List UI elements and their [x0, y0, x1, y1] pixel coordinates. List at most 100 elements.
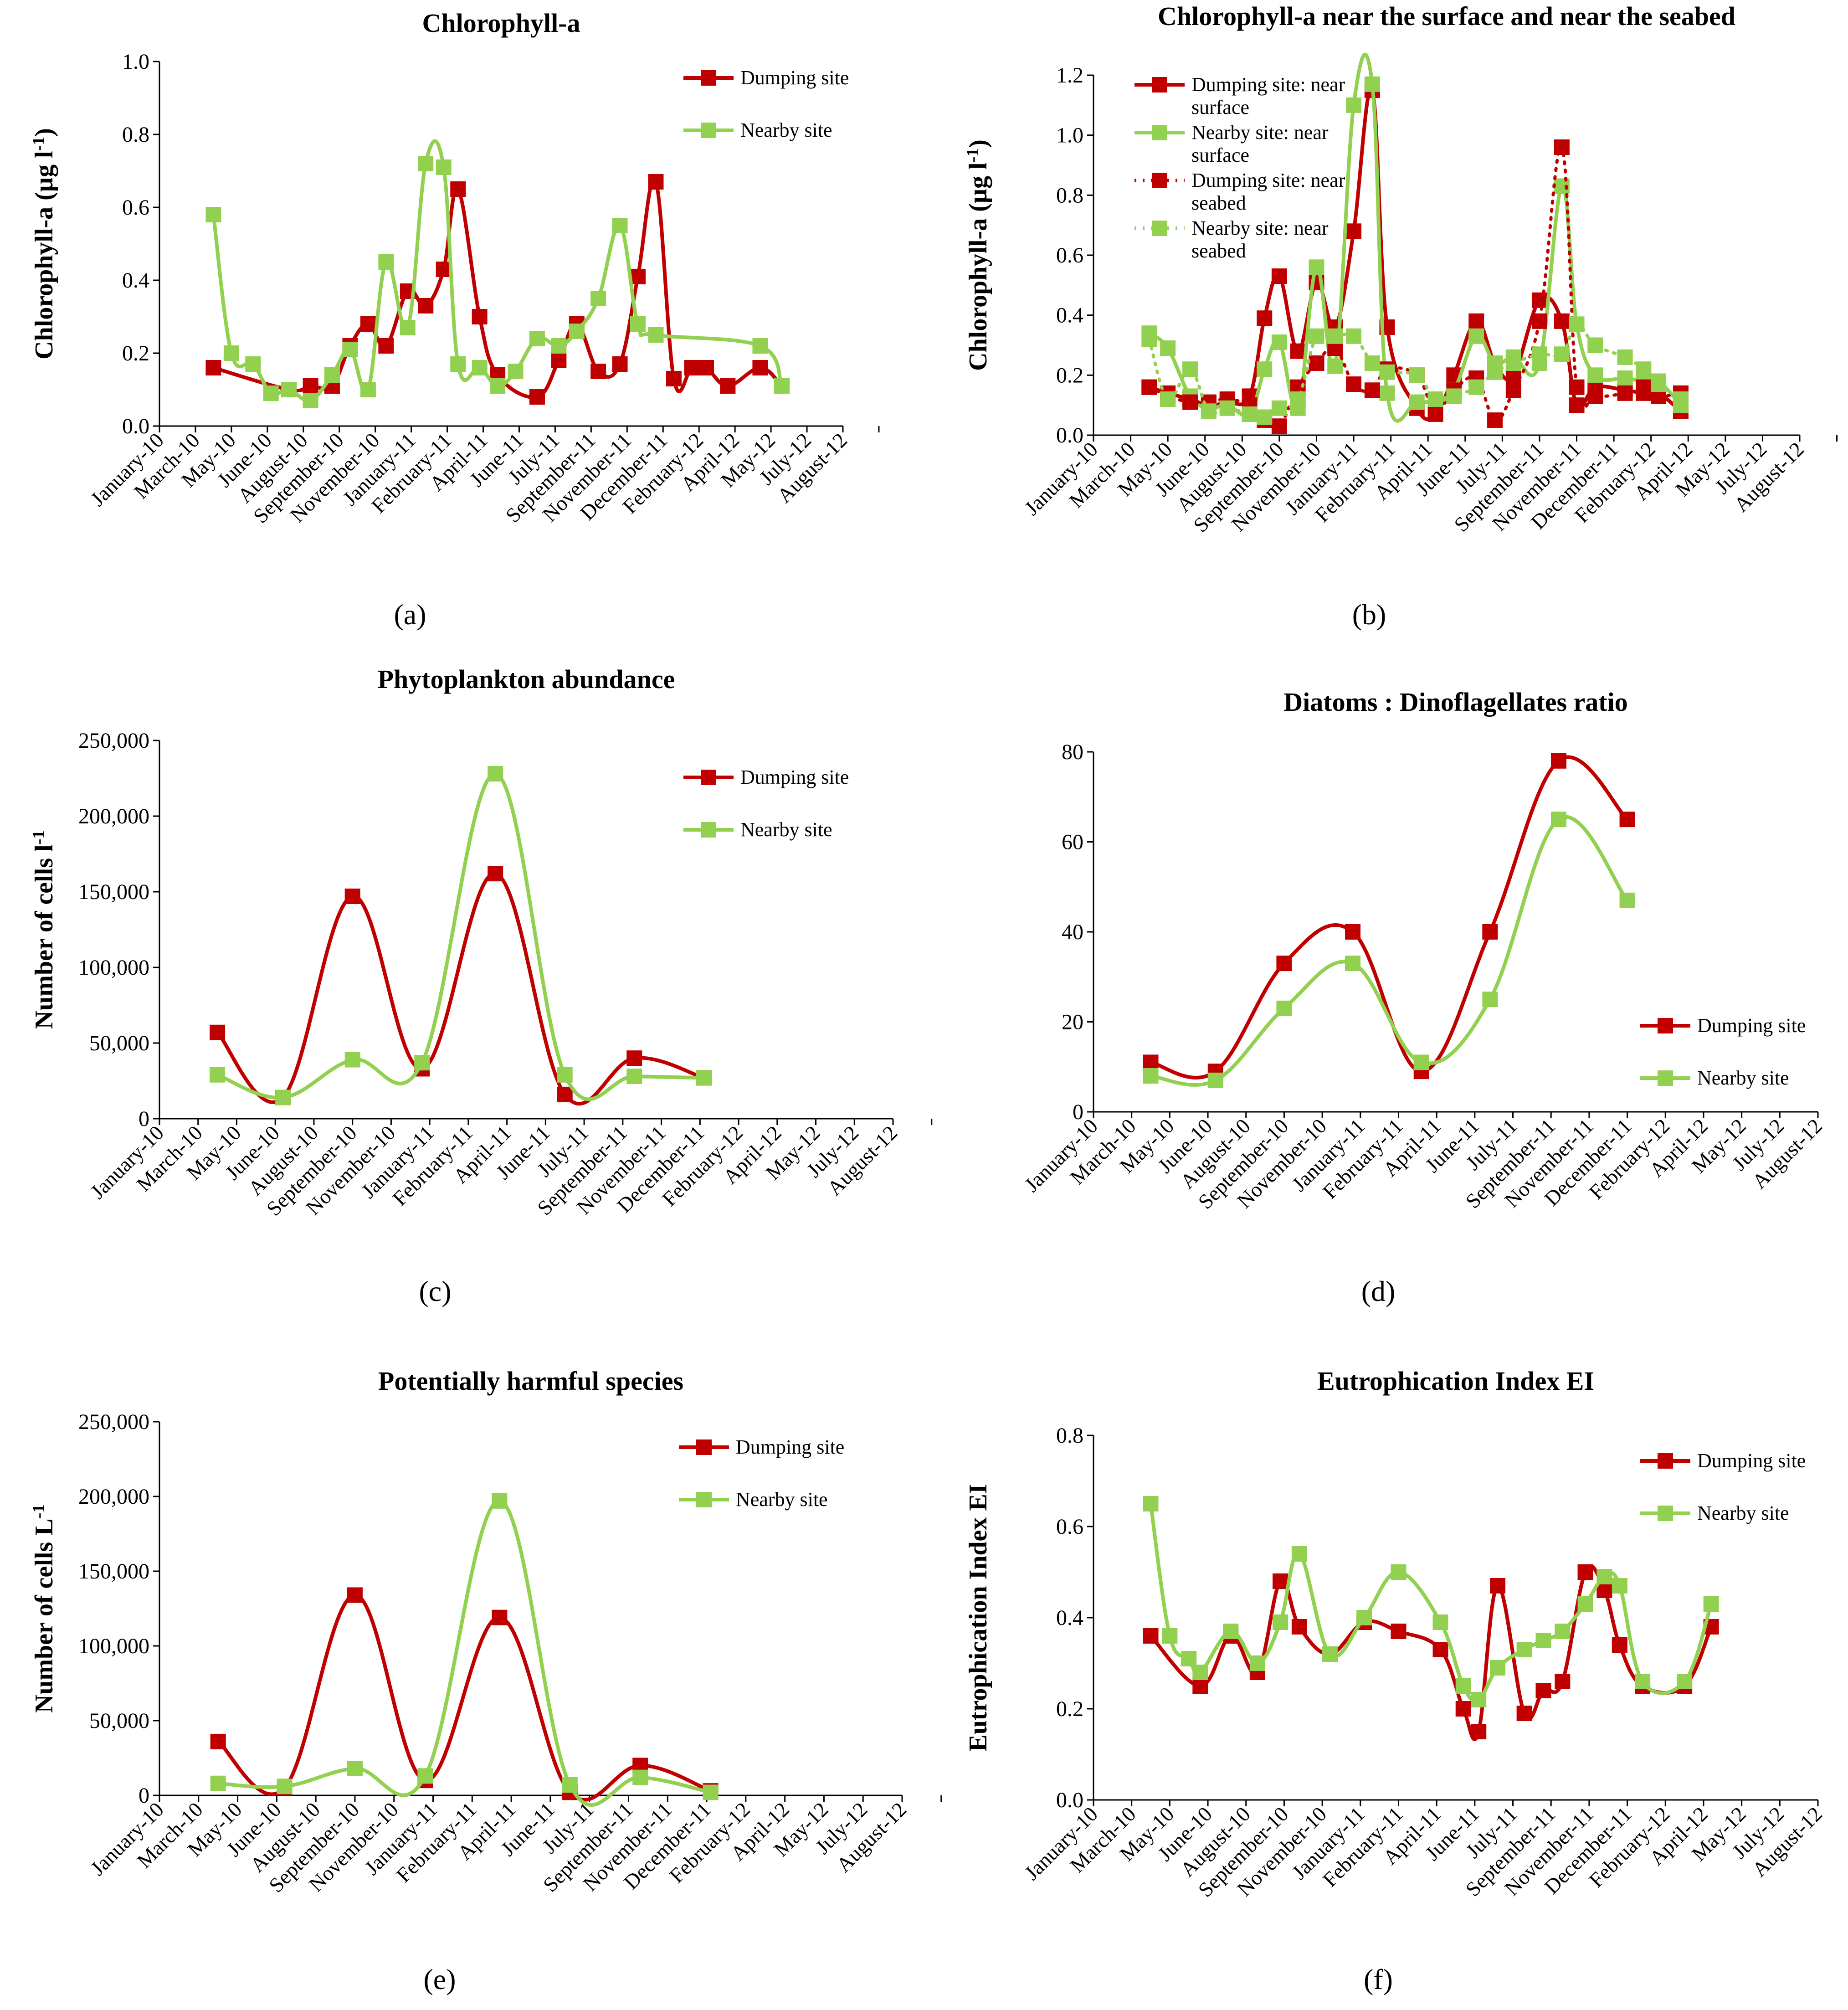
y-tick-label: 200,000 — [78, 1485, 149, 1509]
data-point — [1468, 379, 1484, 395]
data-point — [418, 298, 434, 314]
y-axis-label-main: Number of cells L — [30, 1518, 58, 1713]
data-point — [1619, 892, 1635, 908]
y-tick-label: 0 — [1073, 1100, 1083, 1124]
data-point — [666, 371, 682, 386]
panel-label: (e) — [423, 1963, 456, 1995]
data-point — [529, 331, 545, 346]
y-tick-label: 100,000 — [78, 1634, 149, 1658]
y-tick-label: 150,000 — [78, 1559, 149, 1583]
data-point — [303, 378, 318, 394]
data-point — [632, 1769, 648, 1785]
data-point — [205, 207, 221, 222]
data-point — [612, 356, 628, 372]
legend-label: Dumping site — [740, 766, 849, 788]
data-point — [1322, 1646, 1338, 1662]
data-point — [551, 353, 567, 368]
data-point — [1516, 1642, 1532, 1657]
data-point — [378, 338, 394, 354]
legend-label: surface — [1191, 96, 1249, 118]
data-point — [360, 382, 376, 397]
data-point — [1516, 1706, 1532, 1721]
data-point — [696, 1070, 712, 1086]
legend-label: Dumping site — [1697, 1450, 1806, 1472]
data-point — [557, 1086, 573, 1102]
data-point — [626, 1069, 642, 1085]
y-tick-label: 0.4 — [1056, 303, 1083, 328]
y-tick-label: 0.6 — [1056, 1515, 1083, 1539]
chart-panel-a: Chlorophyll-a0.00.20.40.60.81.0January-1… — [29, 8, 880, 631]
legend-swatch-marker — [1152, 125, 1167, 140]
data-point — [1554, 346, 1570, 362]
data-point — [1276, 956, 1292, 972]
y-axis-label-sup: -1 — [963, 148, 982, 163]
y-tick-label: 50,000 — [89, 1709, 149, 1733]
data-point — [508, 364, 524, 379]
data-point — [1550, 753, 1566, 769]
data-point — [490, 378, 506, 394]
data-point — [1143, 1068, 1159, 1084]
data-point — [472, 360, 488, 375]
data-point — [590, 364, 606, 379]
data-point — [488, 866, 503, 882]
y-axis-label-tail: ) — [30, 128, 58, 137]
legend-swatch-marker — [1152, 173, 1167, 188]
data-point — [1346, 223, 1362, 239]
y-tick-label: 250,000 — [78, 1410, 149, 1434]
data-point — [210, 1067, 226, 1083]
data-point — [1242, 406, 1258, 422]
data-point — [1617, 385, 1633, 401]
chart-panel-e: Potentially harmful species 0 50,000 100,00… — [29, 1366, 942, 1995]
legend-label: Dumping site — [740, 67, 849, 89]
y-axis-label-sup: -1 — [29, 1504, 48, 1519]
data-point — [210, 1024, 226, 1040]
data-point — [1487, 412, 1503, 428]
data-point — [774, 378, 790, 394]
data-point — [1162, 1628, 1178, 1644]
y-axis-label: Chlorophyll-a (µg l-1) — [29, 128, 58, 360]
data-point — [450, 181, 466, 197]
data-point — [488, 766, 503, 782]
data-point — [342, 342, 358, 357]
data-point — [277, 1779, 293, 1794]
legend-label: Nearby site: near — [1191, 121, 1329, 144]
legend-label: Nearby site: near — [1191, 217, 1329, 239]
legend-label: Nearby site — [1697, 1502, 1789, 1524]
data-point — [344, 888, 360, 904]
data-point — [1309, 259, 1324, 275]
data-point — [630, 316, 646, 332]
data-point — [1409, 367, 1425, 383]
y-tick-label: 0.8 — [1056, 1424, 1083, 1448]
data-point — [1271, 400, 1287, 416]
y-tick-label: 0.2 — [122, 341, 149, 365]
y-axis-label-sup: -1 — [29, 137, 48, 151]
data-point — [1505, 382, 1521, 398]
data-point — [275, 1090, 291, 1105]
data-point — [630, 269, 646, 284]
y-tick-label: 0.0 — [122, 414, 149, 438]
data-point — [1413, 1054, 1429, 1070]
series-line — [1149, 1502, 1713, 1703]
data-point — [1391, 1624, 1407, 1639]
legend: Dumping site Nearby site — [1640, 1014, 1806, 1089]
chart-panel-b: Chlorophyll-a near the surface and near … — [963, 1, 1838, 631]
data-point — [1345, 924, 1361, 940]
series-dumping-site — [1143, 753, 1635, 1080]
data-point — [418, 156, 434, 171]
data-point — [1291, 1546, 1307, 1562]
series-nearby-site-near-seabed — [1141, 316, 1689, 425]
data-point — [347, 1587, 363, 1603]
data-point — [1587, 367, 1603, 383]
data-point — [1555, 1674, 1571, 1689]
data-point — [1223, 1624, 1239, 1639]
data-point — [223, 345, 239, 361]
data-point — [1327, 328, 1343, 344]
data-point — [1160, 340, 1176, 356]
data-point — [1490, 1660, 1506, 1676]
chart-title: Chlorophyll-a — [422, 8, 580, 38]
series-line — [1149, 755, 1629, 1080]
data-point — [1617, 349, 1633, 365]
data-point — [1487, 364, 1503, 380]
data-point — [1273, 1614, 1288, 1630]
data-point — [752, 360, 768, 375]
